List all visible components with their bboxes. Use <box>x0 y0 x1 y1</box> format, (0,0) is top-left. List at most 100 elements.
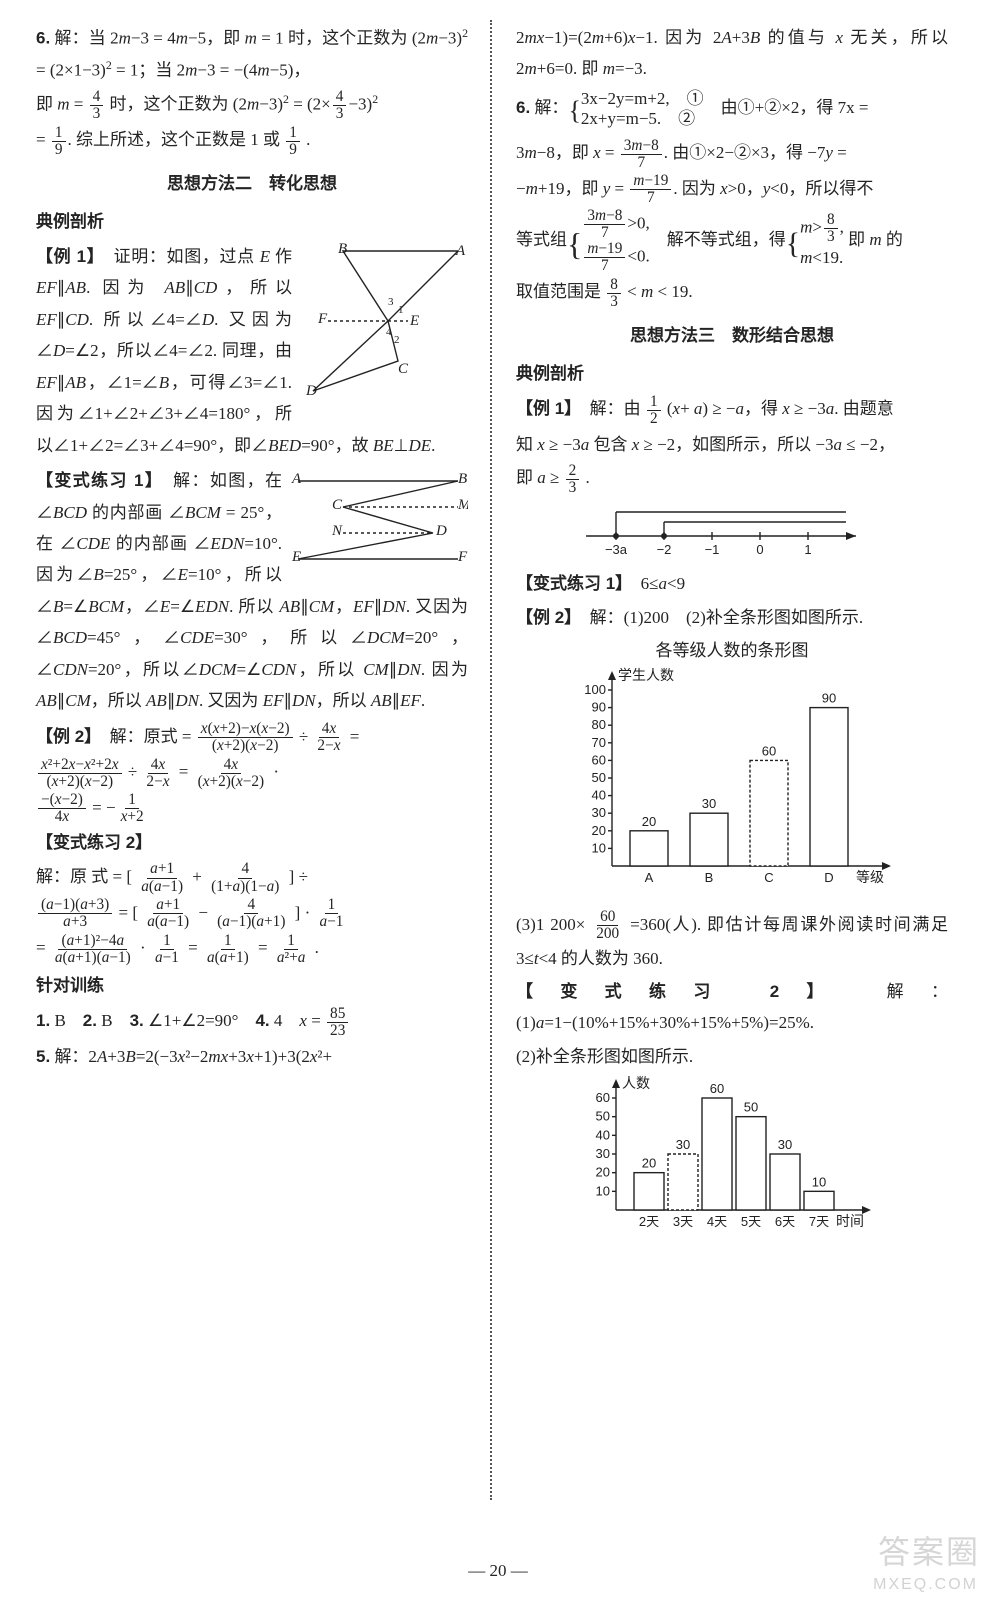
svg-text:B: B <box>338 241 347 257</box>
bar-chart-2: 102030405060202天303天604天505天306天107天人数时间 <box>576 1074 876 1234</box>
r6-line2: 3m−8，即 x = 3m−87. 由①×2−②×3，得 −7y = <box>516 137 948 171</box>
svg-text:E: E <box>291 549 301 565</box>
svg-text:A: A <box>291 471 302 487</box>
svg-text:人数: 人数 <box>622 1076 650 1092</box>
q5-line: 5. 解：2A+3B=2(−3x²−2mx+3x+1)+3(2x²+ <box>36 1041 468 1072</box>
svg-text:40: 40 <box>596 1128 610 1143</box>
svg-text:D: D <box>824 870 833 885</box>
svg-text:D: D <box>435 523 447 539</box>
svg-text:A: A <box>455 243 466 259</box>
svg-text:学生人数: 学生人数 <box>618 668 674 684</box>
svg-text:40: 40 <box>592 788 606 803</box>
svg-text:30: 30 <box>592 806 606 821</box>
var2-head: 【变式练习 2】 <box>36 827 468 858</box>
var2-line3: = (a+1)²−4aa(a+1)(a−1) · 1a−1 = 1a(a+1) … <box>36 932 468 966</box>
svg-text:2天: 2天 <box>639 1214 659 1229</box>
svg-text:10: 10 <box>812 1175 826 1190</box>
svg-text:30: 30 <box>596 1146 610 1161</box>
answers-line: 1. B 2. B 3. ∠1+∠2=90° 4. 4 x = 8523 <box>36 1005 468 1039</box>
svg-text:50: 50 <box>744 1100 758 1115</box>
r-p3: (3)1 200× 60200 =360(人). 即估计每周课外阅读时间满足 3… <box>516 909 948 974</box>
svg-text:60: 60 <box>592 753 606 768</box>
rex1-b: 知 x ≥ −3a 包含 x ≥ −2，如图所示，所以 −3a ≤ −2， <box>516 429 948 460</box>
var2-line1: 解：原 式 = [ a+1a(a−1) + 4(1+a)(1−a) ] ÷ <box>36 861 468 895</box>
svg-text:M: M <box>457 497 468 513</box>
svg-text:0: 0 <box>756 542 763 556</box>
svg-text:3: 3 <box>388 296 394 308</box>
svg-text:−3a: −3a <box>605 542 628 556</box>
svg-text:20: 20 <box>642 814 656 829</box>
left-column: 6. 解：当 2m−3 = 4m−5，即 m = 1 时，这个正数为 (2m−3… <box>26 20 486 1500</box>
svg-text:60: 60 <box>762 744 776 759</box>
column-divider <box>490 20 494 1500</box>
svg-text:50: 50 <box>592 770 606 785</box>
svg-text:C: C <box>764 870 773 885</box>
svg-text:等级: 等级 <box>856 869 884 886</box>
svg-text:F: F <box>317 311 328 327</box>
svg-text:A: A <box>645 870 654 885</box>
svg-text:B: B <box>705 870 714 885</box>
svg-text:10: 10 <box>592 841 606 856</box>
svg-text:90: 90 <box>822 691 836 706</box>
svg-text:30: 30 <box>676 1137 690 1152</box>
triangle-figure: BA FE DC 3 1 4 2 <box>298 241 468 411</box>
rvar1: 【变式练习 1】 6≤a<9 <box>516 568 948 599</box>
ex2-line1: 【例 2】 解：原式 = x(x+2)−x(x−2)(x+2)(x−2) ÷ 4… <box>36 721 468 755</box>
svg-text:7天: 7天 <box>809 1214 829 1229</box>
ex2-line2: x²+2x−x²+2x(x+2)(x−2) ÷ 4x2−x = 4x(x+2)(… <box>36 756 468 790</box>
svg-text:20: 20 <box>592 823 606 838</box>
watermark-url: MXEQ.COM <box>873 1570 978 1600</box>
q6-line2: 即 m = 43 时，这个正数为 (2m−3)2 = (2×43−3)2 <box>36 88 468 122</box>
svg-text:10: 10 <box>596 1184 610 1199</box>
svg-text:20: 20 <box>642 1156 656 1171</box>
rex2: 【例 2】 解：(1)200 (2)补全条形图如图所示. <box>516 602 948 633</box>
svg-text:60: 60 <box>710 1081 724 1096</box>
svg-text:2: 2 <box>394 334 400 346</box>
q6-line1: 6. 解：当 2m−3 = 4m−5，即 m = 1 时，这个正数为 (2m−3… <box>36 22 468 86</box>
zhendui-heading: 针对训练 <box>36 970 468 1001</box>
svg-text:C: C <box>332 497 343 513</box>
svg-text:70: 70 <box>592 735 606 750</box>
rvar2b: (2)补全条形图如图所示. <box>516 1041 948 1072</box>
svg-text:5天: 5天 <box>741 1214 761 1229</box>
chart1-title: 各等级人数的条形图 <box>516 635 948 666</box>
bar-chart-1: 10 20 30 40 50 60 70 80 90 100 20 A 30 B 60 C 90 D 学生人数等级 <box>566 666 896 896</box>
svg-text:4: 4 <box>386 326 392 338</box>
svg-text:B: B <box>458 471 467 487</box>
ex2-line3: −(x−2)4x = −1x+2 <box>36 792 468 826</box>
cont-line: 2mx−1)=(2m+6)x−1. 因为 2A+3B 的值与 x 无关，所以 2… <box>516 22 948 85</box>
r6-head: 6. 解：{3x−2y=m+2, ①2x+y=m−5. ② 由①+②×2，得 7… <box>516 87 948 135</box>
dianli-heading-l: 典例剖析 <box>36 206 468 237</box>
svg-text:4天: 4天 <box>707 1214 727 1229</box>
right-column: 2mx−1)=(2m+6)x−1. 因为 2A+3B 的值与 x 无关，所以 2… <box>498 20 958 1500</box>
svg-text:6天: 6天 <box>775 1214 795 1229</box>
svg-text:30: 30 <box>702 797 716 812</box>
svg-text:1: 1 <box>398 304 404 316</box>
var2-line2: (a−1)(a+3)a+3 = [ a+1a(a−1) − 4(a−1)(a+1… <box>36 897 468 931</box>
r6-line3: −m+19，即 y = m−197. 因为 x>0，y<0，所以得不 <box>516 173 948 207</box>
svg-text:C: C <box>398 361 409 377</box>
zigzag-figure: AB CM ND EF <box>288 469 468 579</box>
svg-text:时间: 时间 <box>836 1214 864 1230</box>
rvar2: 【变式练习 2】 解：(1)a=1−(10%+15%+30%+15%+5%)=2… <box>516 976 948 1039</box>
page-number: — 20 — <box>0 1555 996 1586</box>
svg-text:20: 20 <box>596 1165 610 1180</box>
q6-line3: = 19. 综上所述，这个正数是 1 或 19 . <box>36 124 468 158</box>
svg-text:100: 100 <box>584 682 606 697</box>
svg-text:50: 50 <box>596 1109 610 1124</box>
section3-title: 思想方法三 数形结合思想 <box>516 320 948 351</box>
dianli-heading-r: 典例剖析 <box>516 358 948 389</box>
svg-text:80: 80 <box>592 718 606 733</box>
svg-text:1: 1 <box>804 542 811 556</box>
svg-text:E: E <box>409 313 419 329</box>
rex1-a: 【例 1】 解：由 12 (x+ a) ≥ −a，得 x ≥ −3a. 由题意 <box>516 393 948 427</box>
svg-text:30: 30 <box>778 1137 792 1152</box>
svg-text:3天: 3天 <box>673 1214 693 1229</box>
svg-text:−1: −1 <box>705 542 720 556</box>
r6-line4: 等式组{3m−87>0,m−197<0. 解不等式组，得{m>83,m<19. … <box>516 208 948 274</box>
svg-text:90: 90 <box>592 700 606 715</box>
number-line: −3a−2−101 <box>576 498 876 556</box>
section2-title: 思想方法二 转化思想 <box>36 168 468 199</box>
rex1-c: 即 a ≥ 23 . <box>516 462 948 496</box>
svg-text:N: N <box>331 523 343 539</box>
